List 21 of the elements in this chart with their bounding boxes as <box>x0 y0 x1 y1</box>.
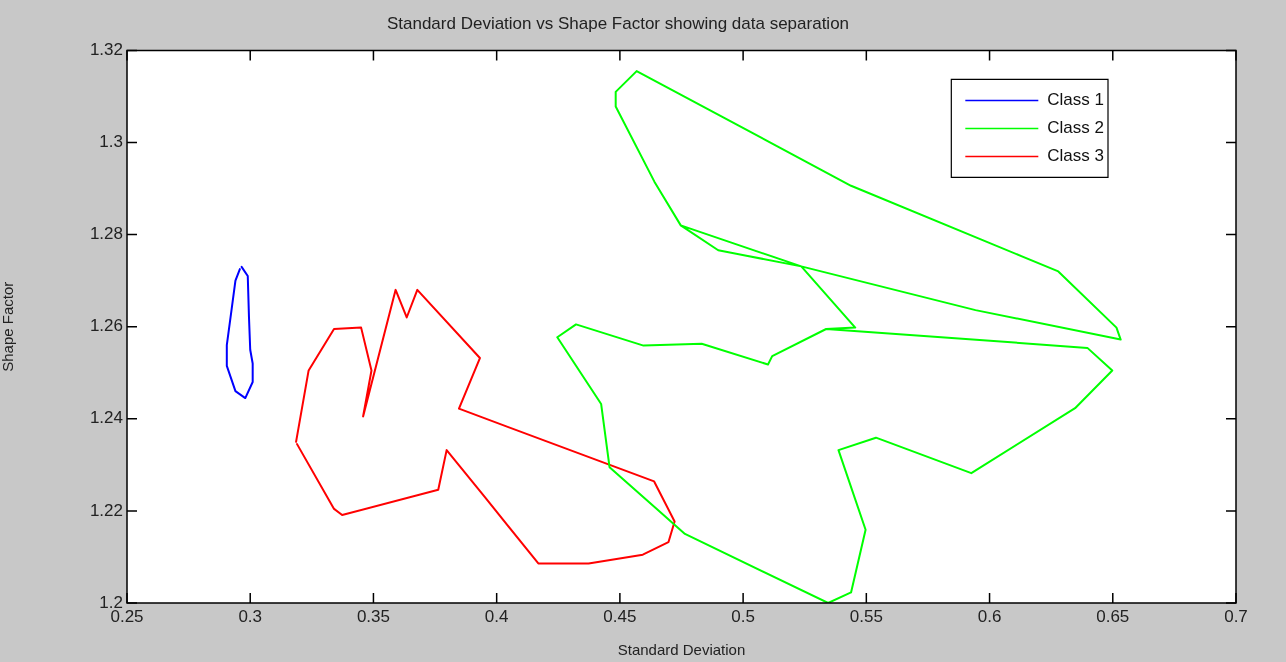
x-tick-label: 0.65 <box>1096 606 1130 626</box>
y-tick-label: 1.32 <box>89 40 123 60</box>
y-tick-label: 1.3 <box>99 132 123 152</box>
legend-label: Class 2 <box>1047 118 1104 138</box>
x-tick-label: 0.5 <box>731 606 755 626</box>
legend-label: Class 1 <box>1047 90 1104 110</box>
y-tick-label: 1.22 <box>89 500 123 520</box>
y-tick-label: 1.28 <box>89 224 123 244</box>
x-tick-label: 0.3 <box>238 606 263 626</box>
x-axis-title: Standard Deviation <box>617 641 746 659</box>
y-tick-label: 1.24 <box>89 408 123 428</box>
x-tick-label: 0.4 <box>484 606 509 626</box>
y-axis-title: Shape Factor <box>0 281 17 372</box>
x-tick-label: 0.55 <box>849 606 883 626</box>
chart-title: Standard Deviation vs Shape Factor showing data separation <box>386 13 850 33</box>
x-tick-label: 0.35 <box>356 606 390 626</box>
legend-label: Class 3 <box>1047 146 1104 166</box>
x-tick-label: 0.7 <box>1224 606 1248 626</box>
y-tick-label: 1.26 <box>89 316 123 336</box>
x-tick-label: 0.45 <box>603 606 637 626</box>
x-tick-label: 0.6 <box>977 606 1002 626</box>
